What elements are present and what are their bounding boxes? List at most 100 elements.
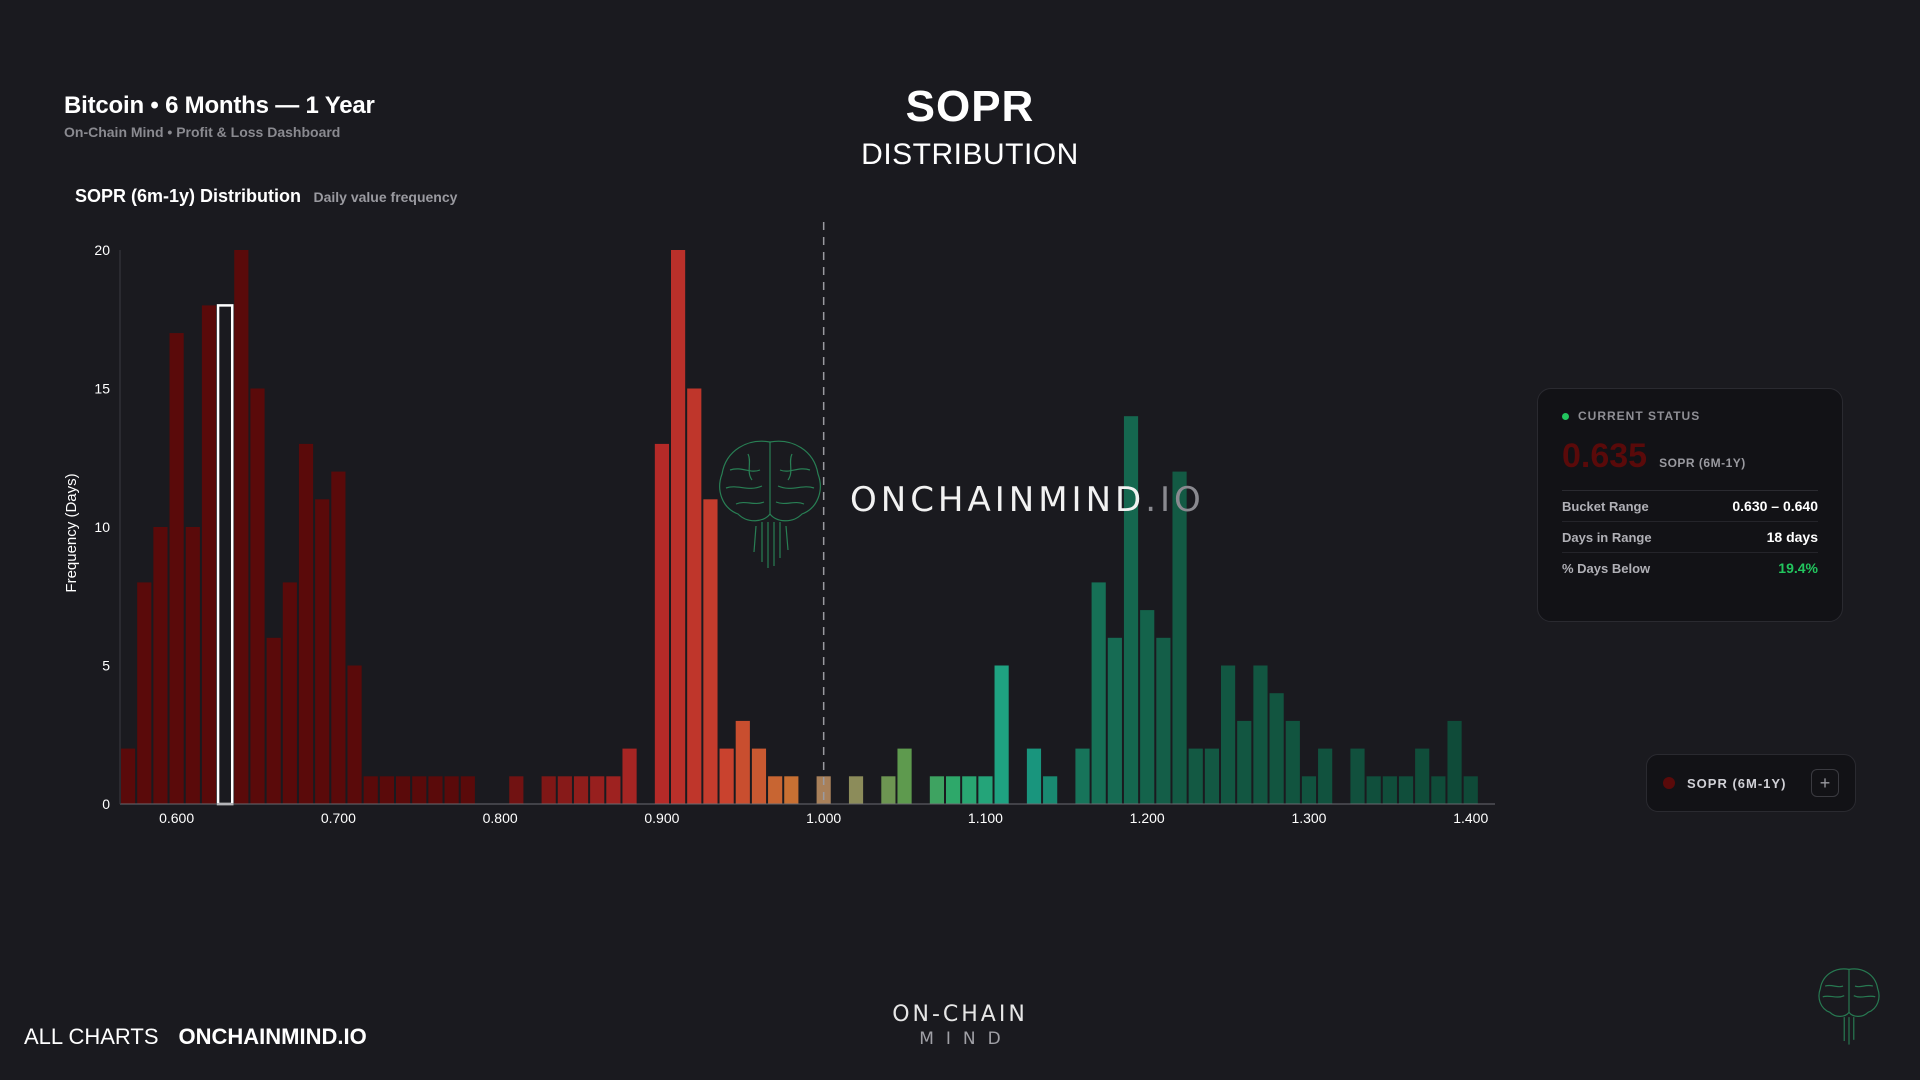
histogram-bar[interactable] — [137, 582, 152, 804]
histogram-bar[interactable] — [1301, 776, 1317, 804]
histogram-bar[interactable] — [994, 665, 1009, 805]
histogram-bar[interactable] — [735, 720, 750, 804]
histogram-bar[interactable] — [428, 776, 443, 804]
add-series-button[interactable]: + — [1811, 769, 1839, 797]
current-status-card: CURRENT STATUS 0.635 SOPR (6M-1Y) Bucket… — [1537, 388, 1843, 622]
watermark-brand: ONCHAINMIND — [850, 480, 1146, 520]
histogram-bar[interactable] — [557, 776, 572, 804]
histogram-bar[interactable] — [1188, 748, 1203, 804]
histogram-bar[interactable] — [444, 776, 459, 804]
histogram-bar[interactable] — [1156, 637, 1171, 804]
x-tick-label: 0.700 — [321, 810, 356, 826]
histogram-bar[interactable] — [751, 748, 767, 804]
histogram-bar[interactable] — [573, 776, 589, 804]
histogram-bar[interactable] — [978, 776, 993, 804]
x-tick-label: 1.100 — [968, 810, 1003, 826]
histogram-bar[interactable] — [768, 776, 783, 804]
axes-group: 0.600 0.700 0.800 0.900 1.000 1.100 1.200 1.300… — [63, 222, 1495, 826]
histogram-bar[interactable] — [1447, 720, 1462, 804]
histogram-bar[interactable] — [1026, 748, 1042, 804]
histogram-bar[interactable] — [1350, 748, 1365, 804]
histogram-bar[interactable] — [121, 748, 136, 804]
histogram-bar[interactable] — [1075, 748, 1090, 804]
histogram-bar[interactable] — [1415, 748, 1430, 804]
histogram-bar[interactable] — [169, 333, 184, 804]
site-link[interactable]: ONCHAINMIND.IO — [178, 1024, 367, 1049]
y-tick-label: 15 — [94, 381, 110, 397]
histogram-bar[interactable] — [1091, 582, 1106, 804]
histogram-bar[interactable] — [1382, 776, 1397, 804]
histogram-bar[interactable] — [1204, 748, 1219, 804]
histogram-bar[interactable] — [1463, 776, 1478, 804]
histogram-bar[interactable] — [1366, 776, 1381, 804]
watermark: ONCHAINMIND.IO — [708, 430, 1205, 570]
histogram-bar[interactable] — [266, 637, 281, 804]
status-row-value: 18 days — [1766, 529, 1818, 545]
histogram-bar[interactable] — [848, 776, 864, 804]
histogram-bar[interactable] — [1318, 748, 1333, 804]
histogram-bar[interactable] — [1221, 665, 1236, 805]
histogram-bar[interactable] — [719, 748, 734, 804]
histogram-bar[interactable] — [816, 776, 831, 804]
histogram-bar[interactable] — [606, 776, 621, 804]
histogram-bar[interactable] — [396, 776, 411, 804]
histogram-bar[interactable] — [185, 527, 200, 804]
histogram-bar[interactable] — [234, 250, 249, 804]
legend-chip[interactable]: SOPR (6M-1Y) + — [1646, 754, 1856, 812]
footer-logo-line2: MIND — [919, 1029, 1013, 1049]
histogram-bar[interactable] — [1398, 776, 1414, 804]
histogram-bar[interactable] — [298, 443, 314, 804]
y-tick-label: 10 — [94, 519, 110, 535]
histogram-bar[interactable] — [897, 748, 912, 804]
histogram-bar[interactable] — [347, 665, 362, 805]
histogram-bar[interactable] — [881, 776, 896, 804]
histogram-bar[interactable] — [703, 499, 718, 804]
histogram-bar[interactable] — [1237, 720, 1252, 804]
histogram-bar[interactable] — [201, 305, 217, 804]
histogram-bar[interactable] — [331, 471, 346, 804]
histogram-bar[interactable] — [687, 388, 702, 805]
histogram-bar[interactable] — [1140, 610, 1155, 804]
histogram-bar[interactable] — [509, 776, 524, 804]
histogram-bar[interactable] — [1431, 776, 1446, 804]
histogram-bar[interactable] — [412, 776, 427, 804]
chart-subtitle: Daily value frequency — [313, 189, 458, 205]
histogram-bar[interactable] — [315, 499, 330, 804]
histogram-bar[interactable] — [590, 776, 605, 804]
histogram-bar[interactable] — [946, 776, 961, 804]
x-tick-label: 1.400 — [1453, 810, 1488, 826]
y-axis-label: Frequency (Days) — [63, 473, 80, 592]
highlighted-bar[interactable] — [216, 304, 234, 806]
dashboard-title: Bitcoin • 6 Months — 1 Year — [64, 92, 375, 119]
histogram-bar[interactable] — [1269, 693, 1284, 804]
status-row-key: Days in Range — [1562, 529, 1652, 545]
histogram-bar[interactable] — [1107, 637, 1122, 804]
histogram-bar[interactable] — [654, 443, 669, 804]
histogram-bar[interactable] — [363, 776, 378, 804]
status-row-key: Bucket Range — [1562, 498, 1649, 514]
histogram-bar[interactable] — [1172, 471, 1187, 804]
histogram-bar[interactable] — [929, 776, 944, 804]
all-charts-link[interactable]: ALL CHARTS — [24, 1024, 159, 1049]
histogram-bar[interactable] — [379, 776, 394, 804]
histogram-bar[interactable] — [1253, 665, 1268, 805]
status-row-days-below: % Days Below 19.4% — [1562, 553, 1818, 583]
histogram-bar[interactable] — [962, 776, 977, 804]
y-tick-label: 0 — [102, 796, 110, 812]
histogram-bar[interactable] — [622, 748, 637, 804]
histogram-bar[interactable] — [671, 250, 686, 804]
status-row-days-in-range: Days in Range 18 days — [1562, 522, 1818, 553]
histogram-bar[interactable] — [282, 582, 297, 804]
histogram-bar[interactable] — [1043, 776, 1058, 804]
histogram-bar[interactable] — [460, 776, 475, 804]
histogram-bar[interactable] — [250, 388, 265, 805]
histogram-bar[interactable] — [1123, 416, 1139, 804]
chart-heading: SOPR (6m-1y) Distribution Daily value fr… — [75, 186, 457, 207]
histogram-bar[interactable] — [1285, 720, 1300, 804]
histogram-bar[interactable] — [153, 527, 168, 804]
page-title-main: SOPR — [905, 82, 1035, 131]
histogram-bar[interactable] — [784, 776, 799, 804]
histogram-bar[interactable] — [541, 776, 556, 804]
x-tick-label: 1.200 — [1130, 810, 1165, 826]
